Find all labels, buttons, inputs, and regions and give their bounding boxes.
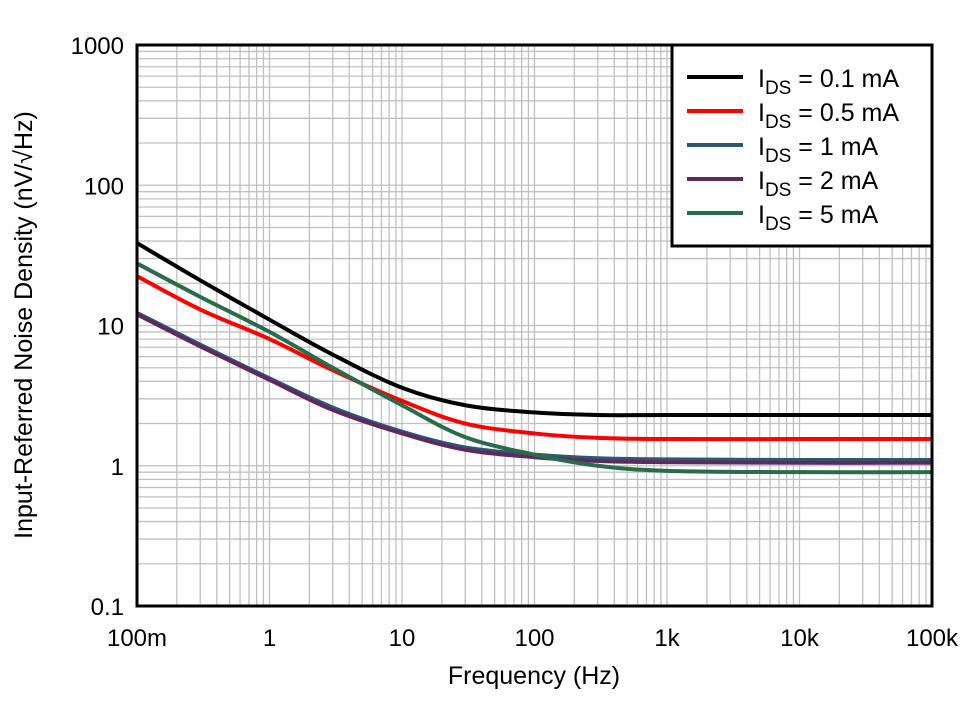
legend-label: IDS = 0.5 mA (758, 99, 899, 133)
legend-label: IDS = 0.1 mA (758, 65, 899, 99)
y-tick-label: 0.1 (91, 594, 124, 621)
x-tick-label: 100m (107, 625, 167, 652)
legend-label: IDS = 1 mA (758, 133, 879, 167)
series-line-4 (136, 261, 933, 475)
x-tick-label: 1 (263, 625, 276, 652)
legend-label: IDS = 2 mA (758, 167, 879, 201)
x-tick-label: 100k (906, 625, 959, 652)
series-line-3 (136, 312, 933, 465)
y-tick-labels: 0.1 1 10 100 1000 (71, 33, 124, 621)
series-line-0 (135, 241, 932, 418)
y-tick-label: 1 (111, 454, 124, 481)
x-axis-label: Frequency (Hz) (448, 662, 620, 690)
x-tick-labels: 100m 1 10 100 1k 10k 100k (107, 625, 959, 652)
series-line-1 (136, 274, 932, 442)
plot-frame (135, 43, 934, 608)
grid (137, 45, 932, 606)
x-tick-label: 1k (654, 625, 680, 652)
y-tick-label: 10 (97, 314, 124, 341)
series-lines (135, 241, 933, 475)
y-tick-label: 1000 (71, 33, 124, 60)
x-tick-label: 10k (780, 625, 820, 652)
y-tick-label: 100 (84, 173, 124, 200)
x-tick-label: 10 (389, 625, 416, 652)
legend-label: IDS = 5 mA (758, 201, 879, 235)
y-axis-label: Input-Referred Noise Density (nV/√Hz) (10, 111, 38, 539)
x-tick-label: 100 (514, 625, 554, 652)
